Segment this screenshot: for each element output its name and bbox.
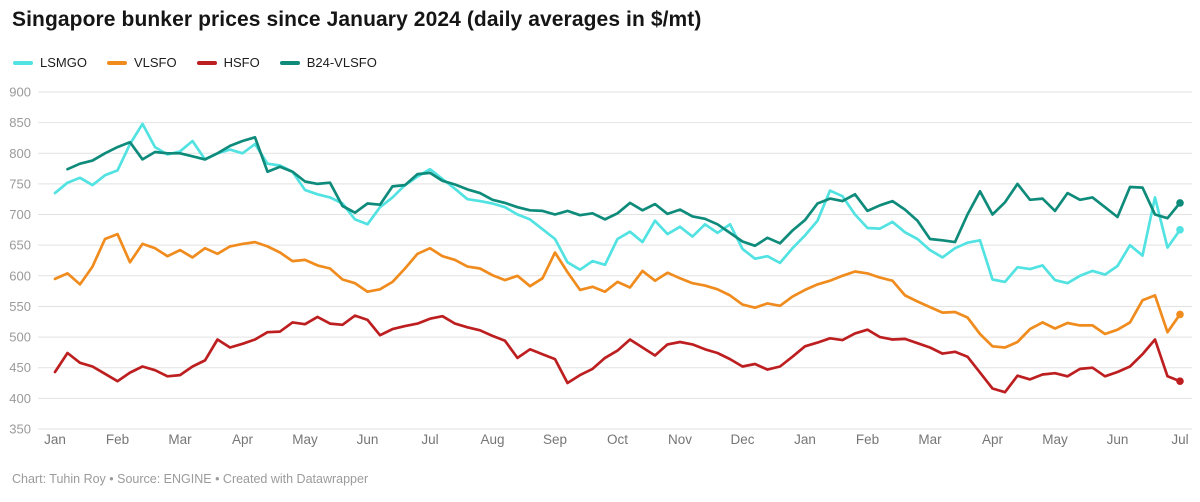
legend-item-vlsfo: VLSFO — [106, 55, 177, 70]
legend-item-hsfo: HSFO — [196, 55, 260, 70]
x-tick-label-9: Oct — [607, 432, 628, 447]
y-tick-label: 500 — [9, 330, 31, 345]
x-tick-label-15: Apr — [982, 432, 1004, 447]
y-tick-label: 700 — [9, 207, 31, 222]
x-tick-label-12: Jan — [794, 432, 816, 447]
line-b24-vlsfo — [66, 135, 1182, 248]
chart-title: Singapore bunker prices since January 20… — [12, 8, 702, 31]
y-tick-label: 750 — [9, 176, 31, 191]
y-tick-label: 550 — [9, 299, 31, 314]
legend-item-b24-vlsfo: B24-VLSFO — [279, 55, 377, 70]
end-dot-hsfo — [1176, 377, 1184, 385]
legend-swatch-lsmgo — [13, 60, 33, 65]
end-dot-vlsfo — [1176, 310, 1184, 319]
line-vlsfo — [53, 232, 1182, 349]
line-hsfo — [53, 314, 1182, 394]
y-tick-label: 900 — [9, 85, 31, 100]
x-tick-label-11: Dec — [730, 432, 754, 447]
end-dot-lsmgo — [1176, 226, 1184, 234]
legend-label: VLSFO — [133, 55, 177, 70]
x-tick-label-16: May — [1042, 432, 1068, 447]
x-tick-label-1: Feb — [106, 432, 129, 447]
x-tick-label-5: Jun — [357, 432, 379, 447]
legend-swatch-hsfo — [196, 60, 217, 65]
legend-label: LSMGO — [40, 55, 87, 70]
legend: LSMGO VLSFO HSFO B24-VLSFO — [13, 55, 377, 70]
legend-label: B24-VLSFO — [306, 55, 377, 70]
y-tick-label: 350 — [9, 421, 31, 436]
line-lsmgo — [53, 122, 1182, 285]
chart-credit: Chart: Tuhin Roy • Source: ENGINE • Crea… — [12, 472, 369, 486]
legend-swatch-vlsfo — [106, 60, 127, 65]
y-tick-label: 450 — [9, 360, 31, 375]
legend-swatch-b24-vlsfo — [279, 60, 300, 65]
x-tick-label-10: Nov — [668, 432, 692, 447]
x-tick-label-8: Sep — [543, 432, 567, 447]
y-tick-label: 400 — [9, 391, 31, 406]
x-tick-label-6: Jul — [421, 432, 438, 447]
x-tick-label-13: Feb — [856, 432, 879, 447]
y-tick-label: 650 — [9, 238, 31, 253]
y-tick-label: 850 — [9, 115, 31, 130]
x-tick-label-18: Jul — [1171, 432, 1188, 447]
line-chart: 350 400 450 500 550 600 650 700 750 800 850 900 Jan F… — [9, 85, 1192, 447]
y-tick-label: 800 — [9, 146, 31, 161]
x-tick-label-2: Mar — [168, 432, 192, 447]
x-tick-label-4: May — [292, 432, 318, 447]
legend-item-lsmgo: LSMGO — [13, 55, 87, 70]
end-dot-b24-vlsfo — [1176, 199, 1184, 207]
x-tick-label-14: Mar — [918, 432, 942, 447]
x-tick-label-17: Jun — [1107, 432, 1129, 447]
legend-label: HSFO — [223, 55, 260, 70]
x-tick-label-0: Jan — [44, 432, 66, 447]
x-tick-label-7: Aug — [480, 432, 504, 447]
y-tick-label: 600 — [9, 268, 31, 283]
x-tick-label-3: Apr — [232, 432, 254, 447]
